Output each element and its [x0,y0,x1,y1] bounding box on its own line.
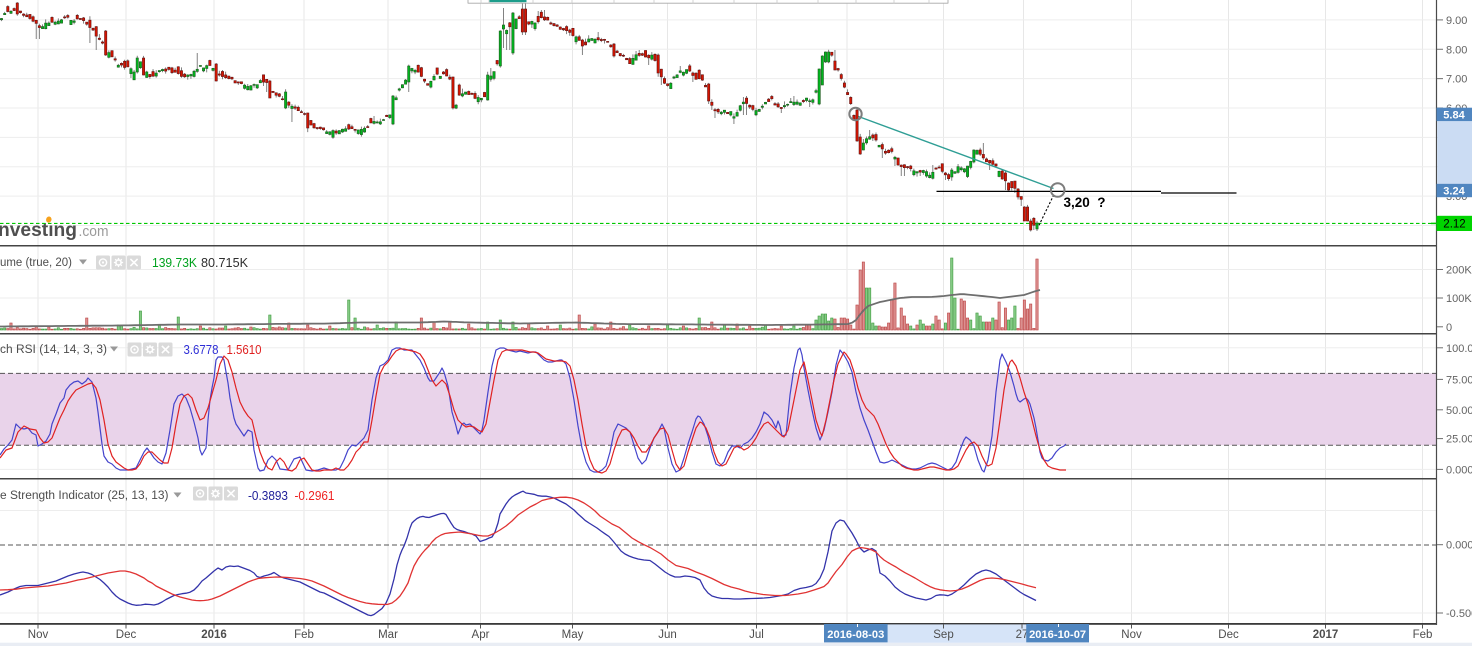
svg-text:.com: .com [79,224,109,240]
svg-text:3,20 ?: 3,20 ? [1064,195,1106,210]
svg-text:Sep: Sep [933,629,953,641]
svg-text:80.715K: 80.715K [201,256,249,270]
svg-text:Dec: Dec [116,629,137,641]
svg-text:50.000: 50.000 [1446,405,1472,417]
svg-text:Dec: Dec [1218,629,1239,641]
svg-text:-0.500: -0.500 [1446,608,1472,620]
svg-text:Feb: Feb [1413,629,1433,641]
svg-text:1.5610: 1.5610 [227,343,262,357]
svg-text:100K: 100K [1446,293,1472,305]
svg-text:-0.2961: -0.2961 [295,489,335,503]
svg-text:Jun: Jun [658,629,677,641]
svg-text:2.12: 2.12 [1443,219,1465,231]
svg-text:75.000: 75.000 [1446,374,1472,386]
svg-text:200K: 200K [1446,265,1472,277]
svg-text:2016: 2016 [201,629,227,641]
svg-text:27: 27 [1016,629,1029,641]
svg-text:25.000: 25.000 [1446,434,1472,446]
svg-text:100.00: 100.00 [1446,343,1472,355]
svg-text:e Strength Indicator (25, 13,: e Strength Indicator (25, 13, 13) [0,490,169,502]
svg-text:Apr: Apr [472,629,490,641]
svg-text:ume (true, 20): ume (true, 20) [0,257,72,269]
svg-text:Nov: Nov [1121,629,1142,641]
svg-text:Jul: Jul [749,629,764,641]
svg-text:7.00: 7.00 [1446,74,1467,86]
svg-text:0: 0 [1446,322,1452,334]
svg-text:nvestıng: nvestıng [0,220,77,241]
svg-text:2016-08-03: 2016-08-03 [827,629,884,641]
svg-text:9.00: 9.00 [1446,15,1467,27]
svg-text:ch RSI (14, 14, 3, 3): ch RSI (14, 14, 3, 3) [0,344,107,356]
svg-text:2017: 2017 [1313,629,1339,641]
svg-text:May: May [562,629,584,641]
svg-text:5.84: 5.84 [1443,109,1465,121]
svg-text:Feb: Feb [294,629,314,641]
svg-text:Mar: Mar [378,629,398,641]
svg-text:3.24: 3.24 [1443,185,1465,197]
svg-text:3.6778: 3.6778 [184,343,219,357]
svg-text:8.00: 8.00 [1446,44,1467,56]
svg-text:139.73K: 139.73K [152,256,198,270]
svg-text:Nov: Nov [28,629,49,641]
svg-text:2016-10-07: 2016-10-07 [1029,629,1086,641]
svg-text:-0.3893: -0.3893 [248,489,288,503]
